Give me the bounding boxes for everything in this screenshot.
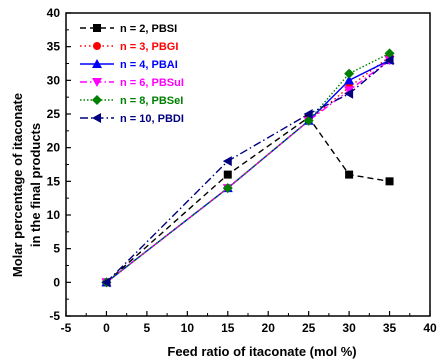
data-point — [345, 170, 354, 179]
data-point — [385, 177, 394, 186]
data-point — [303, 115, 314, 126]
y-tick-label: 30 — [47, 73, 61, 87]
x-tick-label: 10 — [181, 321, 195, 335]
data-point — [344, 88, 354, 99]
legend-entry-6: n = 10, PBDI — [80, 113, 184, 125]
data-point — [222, 156, 232, 167]
legend-entry-4: n = 6, PBSuI — [80, 77, 184, 89]
series-5 — [101, 48, 395, 288]
y-tick-label: 25 — [47, 107, 61, 121]
x-axis: -5 0 5 10 15 20 25 30 35 40 — [61, 311, 437, 335]
series-line — [105, 116, 390, 283]
data-point — [223, 170, 232, 179]
data-point — [344, 75, 355, 85]
x-tick-label: 5 — [144, 321, 151, 335]
legend-marker — [92, 78, 102, 87]
series-6 — [101, 55, 394, 288]
x-tick-label: 30 — [342, 321, 356, 335]
x-tick-label: 35 — [383, 321, 397, 335]
x-tick-label: 40 — [423, 321, 437, 335]
y-tick-label: 20 — [47, 141, 61, 155]
legend-entry-5: n = 8, PBSeI — [80, 95, 183, 107]
y-tick-label: 0 — [53, 275, 60, 289]
y-axis-title-line-1: Molar percentage of itaconate — [10, 93, 25, 277]
series-line — [106, 52, 390, 283]
x-tick-label: 15 — [221, 321, 235, 335]
y-tick-label: -5 — [49, 309, 60, 323]
x-axis-title: Feed ratio of itaconate (mol %) — [167, 344, 356, 359]
legend-entry-3: n = 4, PBAI — [80, 59, 178, 71]
data-point — [101, 277, 111, 288]
y-tick-label: 5 — [53, 242, 60, 256]
data-point — [384, 48, 395, 59]
data-point — [303, 109, 313, 119]
y-axis: -5 0 5 10 15 20 25 30 35 40 — [47, 6, 71, 323]
data-point — [344, 86, 355, 96]
legend-label: n = 8, PBSeI — [120, 95, 183, 107]
y-tick-label: 40 — [47, 6, 61, 20]
legend: n = 2, PBSI n = 3, PBGI n = 4, PBAI n = 6, … — [80, 23, 184, 125]
legend-marker — [93, 24, 101, 32]
x-tick-label: 25 — [302, 321, 316, 335]
legend-marker — [92, 59, 102, 68]
data-point — [344, 68, 355, 79]
y-axis-title-line-2: in the final products — [28, 123, 43, 247]
legend-entry-2: n = 3, PBGI — [80, 41, 178, 53]
legend-entry-1: n = 2, PBSI — [80, 23, 177, 35]
legend-marker — [92, 113, 101, 123]
legend-label: n = 3, PBGI — [120, 41, 178, 53]
legend-label: n = 4, PBAI — [120, 59, 178, 71]
x-tick-label: 20 — [262, 321, 276, 335]
legend-marker — [93, 42, 101, 50]
series-layer — [101, 48, 395, 288]
x-tick-label: 0 — [103, 321, 110, 335]
legend-label: n = 2, PBSI — [120, 23, 177, 35]
data-point — [222, 183, 233, 194]
legend-marker — [92, 95, 102, 105]
legend-label: n = 6, PBSuI — [120, 77, 184, 89]
series-1 — [102, 113, 394, 287]
y-tick-label: 15 — [47, 174, 61, 188]
legend-label: n = 10, PBDI — [120, 113, 184, 125]
data-point — [384, 55, 394, 66]
x-tick-label: -5 — [61, 321, 72, 335]
y-tick-label: 10 — [47, 208, 61, 222]
y-tick-label: 35 — [47, 40, 61, 54]
